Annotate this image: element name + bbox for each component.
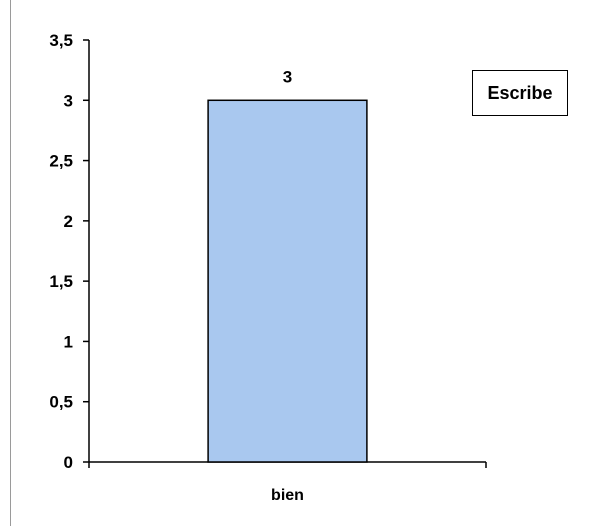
- legend-label: Escribe: [487, 82, 553, 103]
- bar: [207, 99, 368, 463]
- bars: [207, 99, 368, 463]
- chart-legend: Escribe: [472, 70, 568, 116]
- chart-frame-line: [10, 0, 11, 526]
- y-tick-label: 3,5: [49, 31, 73, 50]
- y-tick-label: 2,5: [49, 152, 73, 171]
- y-tick-label: 1: [64, 332, 73, 351]
- data-labels: 3: [283, 67, 292, 86]
- y-tick-label: 0: [64, 453, 73, 472]
- y-tick-label: 1,5: [49, 272, 73, 291]
- y-tick-label: 2: [64, 212, 73, 231]
- data-label: 3: [283, 67, 292, 86]
- y-tick-label: 0,5: [49, 393, 73, 412]
- x-axis: bien: [88, 461, 487, 504]
- y-tick-label: 3: [64, 91, 73, 110]
- y-axis: 0 0,5 1 1,5 2 2,5 3 3,5: [49, 31, 90, 472]
- x-category-label: bien: [271, 487, 304, 504]
